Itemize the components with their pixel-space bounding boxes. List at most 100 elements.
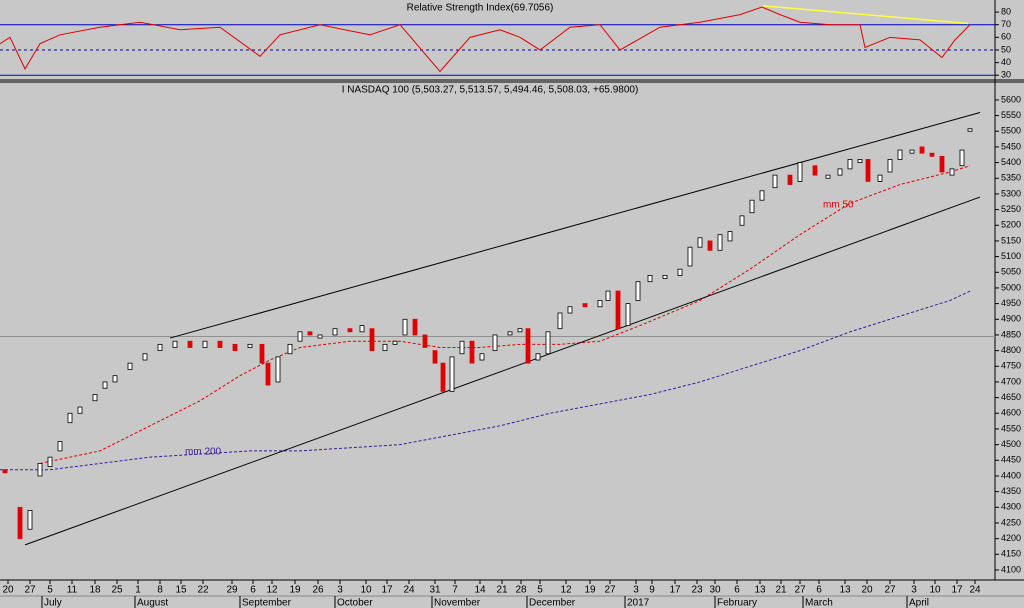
candle	[102, 381, 108, 389]
candle	[127, 362, 133, 370]
candle	[517, 328, 523, 333]
x-tick-label: 20	[2, 585, 14, 596]
candle	[635, 281, 641, 301]
candle	[307, 331, 313, 336]
y-tick-label: 4500	[1001, 439, 1021, 449]
candle	[697, 237, 703, 248]
x-tick-label: 27	[794, 585, 806, 596]
y-tick-label: 4100	[1001, 564, 1021, 574]
candle	[677, 268, 683, 276]
candle	[432, 350, 438, 364]
candle	[459, 340, 465, 355]
y-tick-label: 4400	[1001, 470, 1021, 480]
candle	[37, 463, 43, 477]
candle	[605, 290, 611, 301]
candle	[47, 456, 53, 467]
candle	[2, 469, 8, 474]
candle	[837, 168, 843, 176]
candle	[172, 340, 178, 348]
candle	[332, 328, 338, 336]
month-label: October	[337, 598, 373, 608]
y-tick-label: 30	[1001, 70, 1011, 80]
y-tick-label: 5250	[1001, 204, 1021, 214]
y-tick-label: 4300	[1001, 502, 1021, 512]
x-tick-label: 3	[337, 585, 343, 596]
candle	[232, 343, 238, 352]
candle	[317, 334, 323, 339]
candle	[382, 343, 388, 352]
series-line	[24, 196, 981, 546]
x-tick-label: 24	[969, 585, 981, 596]
candle	[440, 362, 446, 392]
x-tick-label: 27	[24, 585, 36, 596]
x-tick-label: 13	[839, 585, 851, 596]
y-tick-label: 5300	[1001, 188, 1021, 198]
x-tick-label: 27	[604, 585, 616, 596]
y-tick-label: 80	[1001, 6, 1011, 16]
series-line	[761, 5, 969, 25]
candle	[449, 356, 455, 392]
candle	[422, 334, 428, 348]
x-tick-label: 6	[250, 585, 256, 596]
x-tick-label: 23	[691, 585, 703, 596]
candle	[347, 328, 353, 333]
candle	[597, 300, 603, 308]
x-tick-label: 5	[537, 585, 543, 596]
candle	[929, 152, 935, 157]
x-tick-label: 19	[584, 585, 596, 596]
x-tick-label: 17	[951, 585, 963, 596]
x-tick-label: 1	[135, 585, 141, 596]
x-tick-label: 11	[67, 585, 78, 596]
series-label: mm 200	[185, 447, 222, 458]
candle	[67, 412, 73, 424]
candle	[615, 290, 621, 330]
candle	[265, 362, 271, 386]
candle	[112, 375, 118, 383]
candle	[412, 318, 418, 336]
y-tick-label: 40	[1001, 57, 1011, 67]
candle	[919, 146, 925, 154]
candle	[557, 312, 563, 330]
candle	[77, 406, 83, 414]
candle	[949, 168, 955, 176]
x-tick-label: 20	[861, 585, 873, 596]
candle	[247, 343, 253, 348]
x-tick-label: 17	[669, 585, 681, 596]
x-tick-label: 3	[911, 585, 917, 596]
candle	[567, 306, 573, 314]
x-tick-label: 8	[157, 585, 163, 596]
y-tick-label: 4450	[1001, 455, 1021, 465]
candle	[939, 155, 945, 173]
x-tick-label: 10	[929, 585, 941, 596]
y-tick-label: 4250	[1001, 517, 1021, 527]
candle	[759, 190, 765, 201]
candle	[369, 328, 375, 352]
candle	[217, 340, 223, 348]
y-tick-label: 4650	[1001, 392, 1021, 402]
x-tick-label: 10	[360, 585, 372, 596]
y-tick-label: 5350	[1001, 173, 1021, 183]
candle	[287, 343, 293, 355]
candle	[749, 199, 755, 214]
x-tick-label: 26	[312, 585, 324, 596]
x-tick-label: 7	[452, 585, 458, 596]
candle	[469, 340, 475, 364]
price-title: I NASDAQ 100 (5,503.27, 5,513.57, 5,494.…	[342, 85, 639, 96]
candle	[887, 159, 893, 173]
candle	[909, 149, 915, 154]
x-tick-label: 13	[754, 585, 766, 596]
candle	[17, 506, 23, 540]
y-tick-label: 4600	[1001, 408, 1021, 418]
x-tick-label: 28	[515, 585, 527, 596]
candle	[772, 174, 778, 189]
candle	[525, 328, 531, 364]
y-tick-label: 4750	[1001, 361, 1021, 371]
candle	[727, 231, 733, 242]
y-tick-label: 50	[1001, 44, 1011, 54]
candle	[492, 334, 498, 352]
candle	[402, 318, 408, 336]
series-line	[0, 290, 971, 471]
x-tick-label: 6	[734, 585, 740, 596]
month-label: August	[137, 598, 168, 608]
